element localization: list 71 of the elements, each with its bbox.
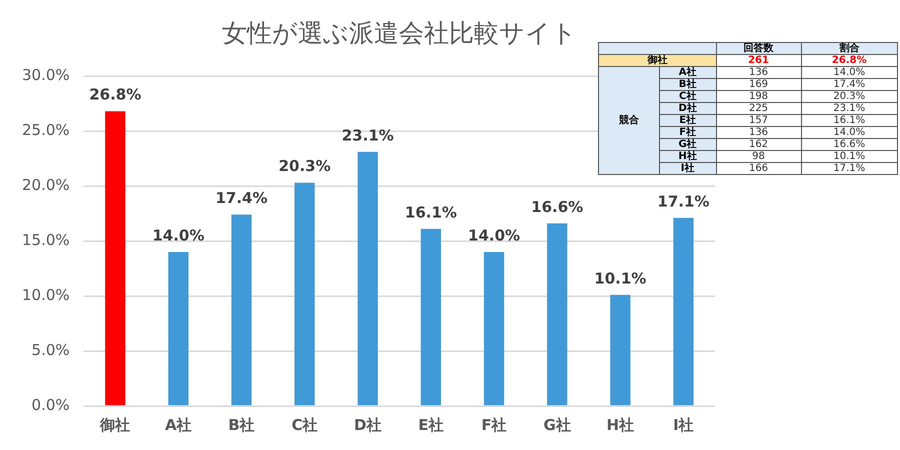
bar [231,214,252,406]
text: 98 [716,150,802,162]
x-tick-label: F社 [481,416,507,434]
data-label: 17.1% [657,192,710,210]
bar [673,218,694,406]
annotation: 競合 [598,66,660,174]
data-label: 10.1% [594,269,646,288]
data-label: 14.0% [468,226,520,244]
x-tick-label: 御社 [99,416,130,434]
text: 136 [716,66,802,78]
bar [610,294,630,406]
text: 162 [716,138,802,150]
y-tick-label: 25.0% [22,120,70,139]
bar [168,252,188,406]
text: 157 [716,114,802,126]
text: 198 [716,90,802,102]
y-tick-label: 20.0% [22,176,70,194]
text: 169 [716,78,802,90]
annotation: C社 [659,90,716,102]
text: 136 [716,126,802,138]
text: 14.0% [801,126,898,138]
text: 225 [716,102,802,114]
y-tick-label: 15.0% [22,230,70,249]
annotation: G社 [659,138,716,150]
text: 23.1% [801,102,898,114]
text: 御社 [598,54,716,66]
text: 10.1% [801,150,898,162]
text: 14.0% [801,66,898,78]
chart-title: 女性が選ぶ派遣会社比較サイト [222,18,577,48]
bar [358,152,378,406]
text: 回答数 [716,42,802,54]
text: 16.1% [801,114,898,126]
y-tick-label: 30.0% [22,66,70,84]
data-label: 16.1% [404,203,457,222]
text: 割合 [801,42,898,54]
data-label: 14.0% [152,226,204,244]
data-label: 23.1% [342,126,394,144]
text: 261 [716,54,802,66]
y-tick-label: 0.0% [32,396,70,414]
x-tick-label: B社 [228,416,255,434]
x-tick-label: C社 [292,416,318,434]
annotation: A社 [659,66,716,78]
bar [547,223,568,406]
annotation: B社 [659,78,716,90]
bar [105,111,126,406]
text: 20.3% [801,90,898,102]
annotation: E社 [659,114,716,126]
bar [420,228,441,406]
x-tick-label: D社 [354,416,382,434]
y-tick-label: 5.0% [32,340,70,359]
x-tick-label: H社 [606,416,634,434]
annotation: F社 [659,126,716,138]
x-tick-label: G社 [544,416,571,434]
data-label: 16.6% [531,198,584,216]
annotation: D社 [659,102,716,114]
text: 17.1% [801,162,898,174]
annotation: I社 [659,162,716,174]
text: 17.4% [801,78,898,90]
x-tick-label: I社 [673,416,694,434]
data-label: 20.3% [278,157,331,176]
bar [294,182,315,406]
text: 16.6% [801,138,898,150]
x-tick-label: A社 [165,416,192,434]
y-tick-label: 10.0% [22,286,70,304]
text: 166 [716,162,802,174]
data-label: 17.4% [215,188,268,207]
text: 26.8% [801,54,898,66]
bar [484,252,504,406]
x-tick-label: E社 [418,416,444,434]
annotation: H社 [659,150,716,162]
data-label: 26.8% [89,86,142,104]
